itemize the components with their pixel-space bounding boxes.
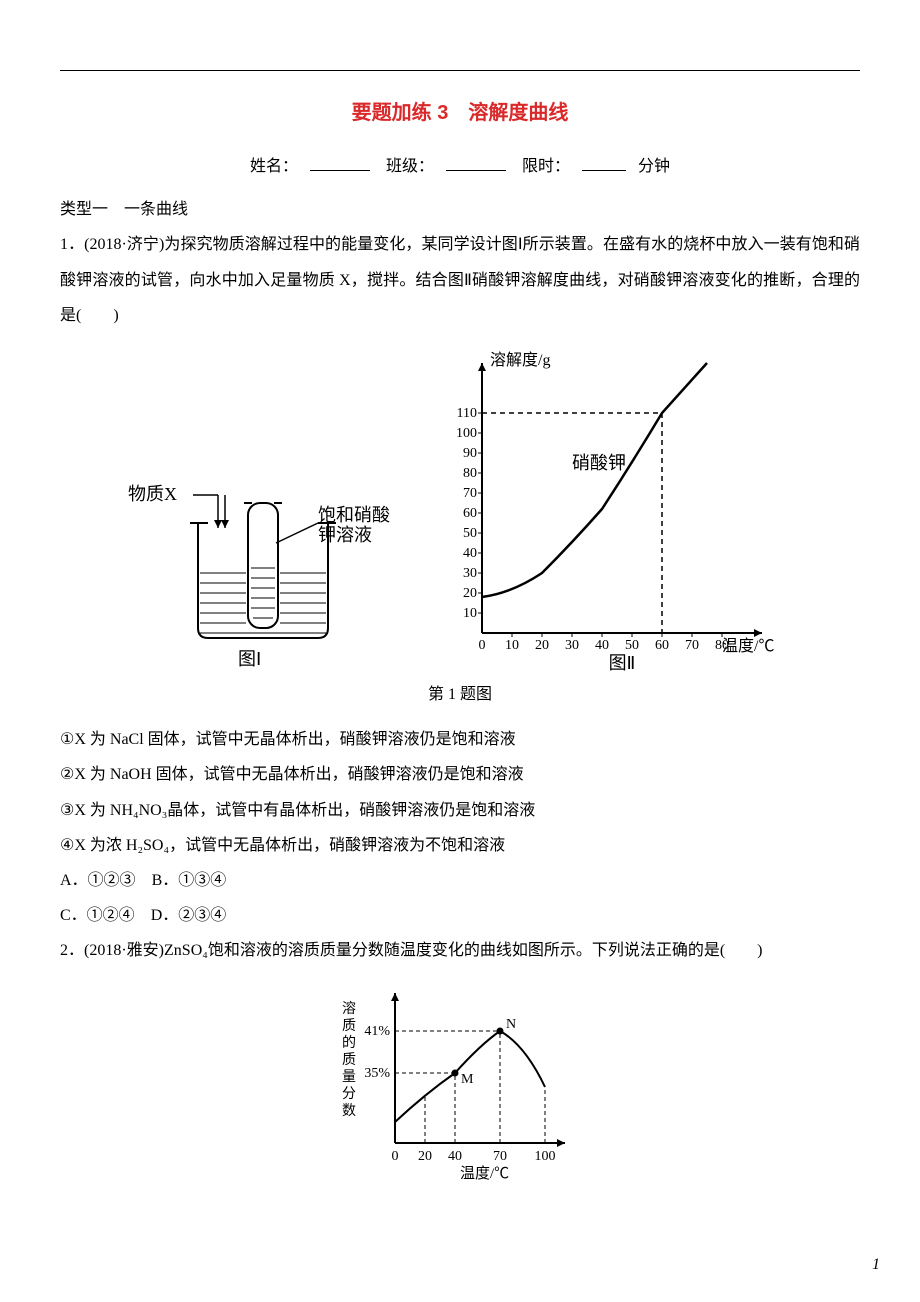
svg-text:40: 40	[448, 1149, 462, 1164]
q1-option-c: C．①②④	[60, 907, 135, 924]
svg-text:100: 100	[456, 426, 477, 441]
page-number: 1	[872, 1247, 880, 1282]
q2-stem: 2．(2018·雅安)ZnSO₄饱和溶液的溶质质量分数随温度变化的曲线如图所示。…	[60, 933, 860, 968]
time-label: 限时：	[522, 158, 570, 175]
q1-figure-1: 物质X 饱和硝酸 钾溶液 图Ⅰ	[118, 393, 398, 673]
q2-text: ZnSO₄饱和溶液的溶质质量分数随温度变化的曲线如图所示。下列说法正确的是( )	[164, 942, 762, 959]
svg-text:110: 110	[457, 406, 477, 421]
svg-text:量: 量	[342, 1069, 356, 1085]
q1-option-d: D．②③④	[151, 907, 227, 924]
q1-stmt-3: ③X 为 NH₄NO₃晶体，试管中有晶体析出，硝酸钾溶液仍是饱和溶液	[60, 793, 860, 828]
fig1-caption: 图Ⅰ	[238, 649, 261, 669]
class-label: 班级：	[386, 158, 434, 175]
svg-text:温度/℃: 温度/℃	[460, 1165, 509, 1182]
svg-text:60: 60	[655, 638, 669, 653]
svg-text:数: 数	[342, 1103, 356, 1119]
svg-text:100: 100	[535, 1149, 556, 1164]
svg-text:10: 10	[463, 606, 477, 621]
q1-options-row2: C．①②④ D．②③④	[60, 898, 860, 933]
q1-figure-2: 溶解度/g 温度/℃ 10 20 30 40 50 60 70 80 90 10…	[422, 343, 802, 673]
svg-text:溶: 溶	[342, 1001, 356, 1017]
svg-text:的: 的	[342, 1035, 356, 1051]
q2-source: (2018·雅安)	[84, 942, 164, 959]
q1-figures: 物质X 饱和硝酸 钾溶液 图Ⅰ 溶解度/g 温度/℃ 10 20 30 40 5…	[60, 343, 860, 712]
svg-text:溶解度/g: 溶解度/g	[490, 351, 550, 369]
svg-text:70: 70	[685, 638, 699, 653]
svg-text:0: 0	[479, 638, 486, 653]
svg-text:分: 分	[342, 1086, 356, 1102]
time-blank	[582, 170, 626, 171]
svg-text:90: 90	[463, 446, 477, 461]
svg-text:质: 质	[342, 1052, 356, 1068]
svg-text:质: 质	[342, 1018, 356, 1034]
svg-text:80: 80	[463, 466, 477, 481]
svg-text:60: 60	[463, 506, 477, 521]
q1-stmt-1: ①X 为 NaCl 固体，试管中无晶体析出，硝酸钾溶液仍是饱和溶液	[60, 722, 860, 757]
fig1-label-sol-1: 饱和硝酸	[318, 505, 390, 525]
svg-text:35%: 35%	[364, 1066, 390, 1081]
time-unit: 分钟	[638, 158, 670, 175]
name-label: 姓名：	[250, 158, 298, 175]
q1-option-a: A．①②③	[60, 872, 136, 889]
q2-number: 2．	[60, 942, 84, 959]
svg-text:50: 50	[463, 526, 477, 541]
svg-text:硝酸钾: 硝酸钾	[572, 453, 626, 473]
svg-text:70: 70	[463, 486, 477, 501]
q1-number: 1．	[60, 236, 84, 253]
svg-text:70: 70	[493, 1149, 507, 1164]
q1-stem: 1．(2018·济宁)为探究物质溶解过程中的能量变化，某同学设计图Ⅰ所示装置。在…	[60, 227, 860, 333]
svg-text:10: 10	[505, 638, 519, 653]
q2-figure: 溶 质 的 质 量 分 数 41% 35% 0 20 40 70 100 温度/…	[60, 978, 860, 1201]
q1-source: (2018·济宁)	[84, 236, 164, 253]
svg-text:30: 30	[463, 566, 477, 581]
svg-text:41%: 41%	[364, 1024, 390, 1039]
q1-option-b: B．①③④	[152, 872, 227, 889]
page-title: 要题加练 3 溶解度曲线	[60, 91, 860, 135]
q1-caption: 第 1 题图	[60, 677, 860, 712]
class-blank	[446, 170, 506, 171]
q1-stmt-2: ②X 为 NaOH 固体，试管中无晶体析出，硝酸钾溶液仍是饱和溶液	[60, 757, 860, 792]
type-heading: 类型一 一条曲线	[60, 192, 860, 227]
q1-stmt-4: ④X 为浓 H₂SO₄，试管中无晶体析出，硝酸钾溶液为不饱和溶液	[60, 828, 860, 863]
q1-options-row1: A．①②③ B．①③④	[60, 863, 860, 898]
header-fields: 姓名： 班级： 限时： 分钟	[60, 149, 860, 184]
fig1-label-sol-2: 钾溶液	[318, 525, 372, 545]
svg-text:20: 20	[418, 1149, 432, 1164]
svg-text:图Ⅱ: 图Ⅱ	[609, 653, 636, 673]
fig1-label-x: 物质X	[128, 484, 177, 504]
svg-text:N: N	[506, 1017, 516, 1032]
svg-text:M: M	[461, 1072, 474, 1087]
svg-text:温度/℃: 温度/℃	[722, 637, 774, 655]
svg-text:40: 40	[463, 546, 477, 561]
svg-text:20: 20	[463, 586, 477, 601]
svg-text:50: 50	[625, 638, 639, 653]
svg-text:80: 80	[715, 638, 729, 653]
q1-text: 为探究物质溶解过程中的能量变化，某同学设计图Ⅰ所示装置。在盛有水的烧杯中放入一装…	[60, 236, 860, 323]
svg-text:0: 0	[392, 1149, 399, 1164]
svg-text:30: 30	[565, 638, 579, 653]
svg-text:40: 40	[595, 638, 609, 653]
name-blank	[310, 170, 370, 171]
svg-text:20: 20	[535, 638, 549, 653]
